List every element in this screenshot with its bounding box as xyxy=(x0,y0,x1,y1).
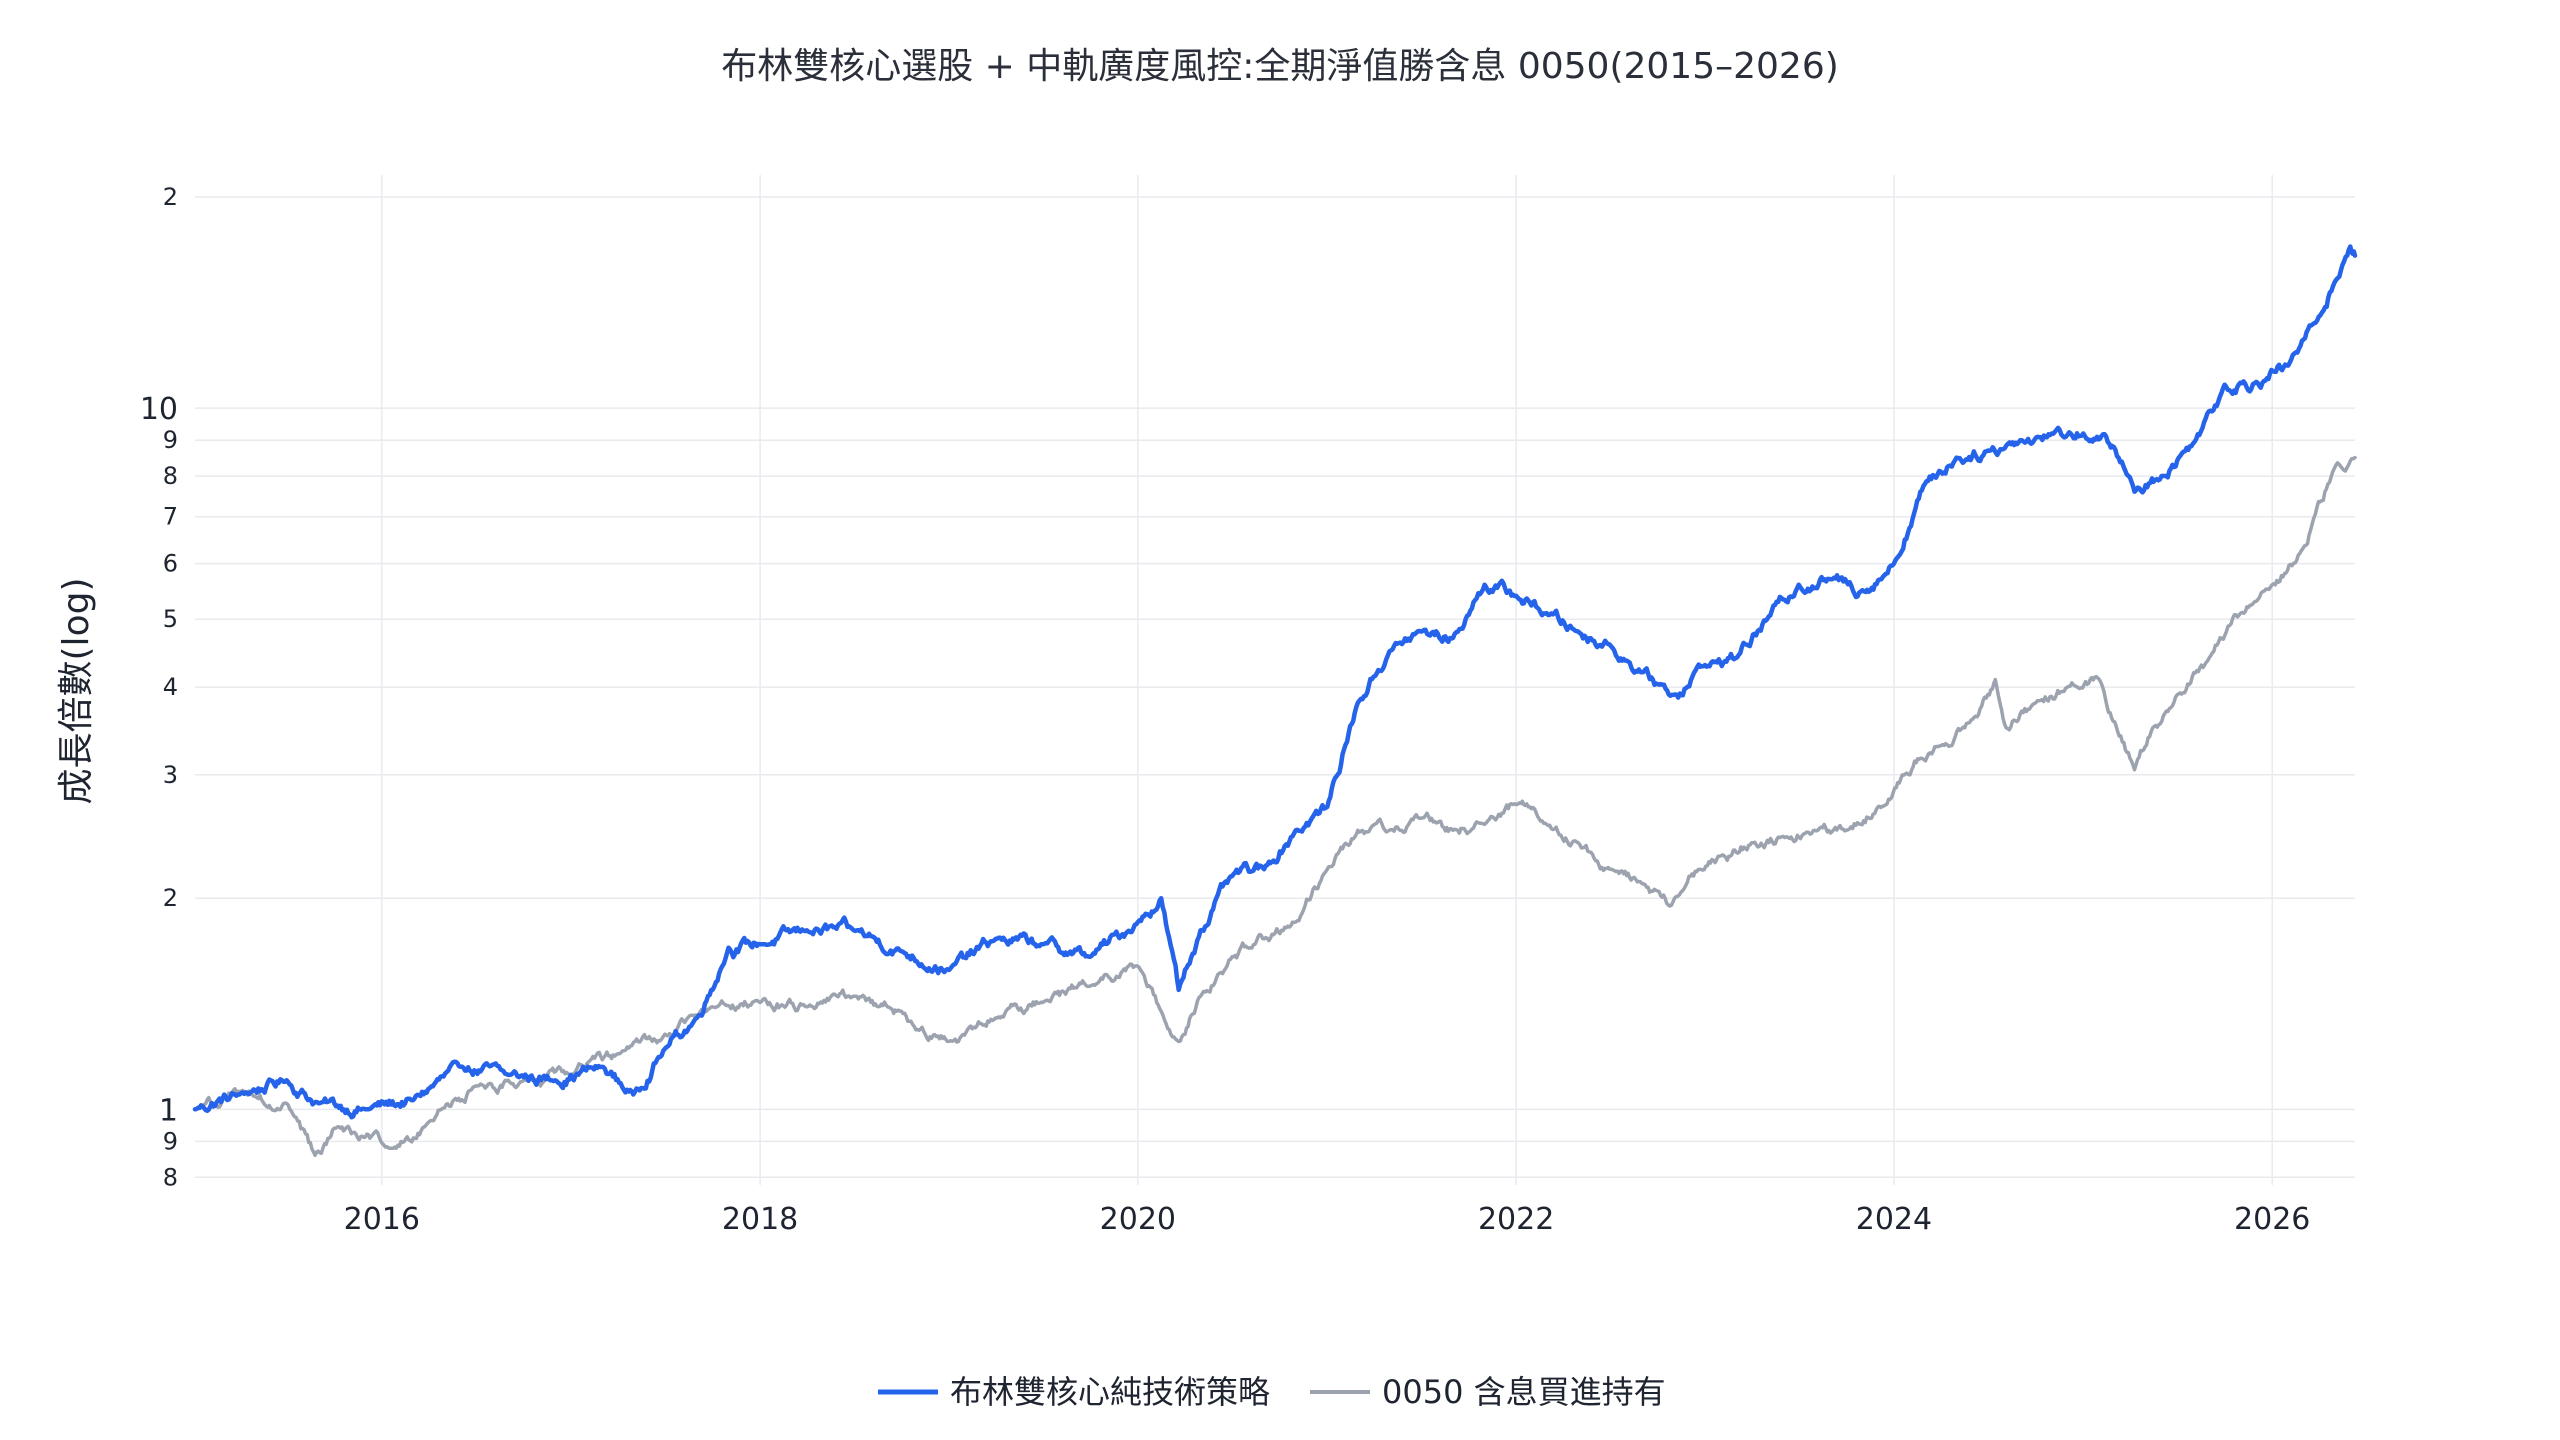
legend-item-0050[interactable]: 0050 含息買進持有 xyxy=(1310,1373,1666,1411)
legend-item-strategy[interactable]: 布林雙核心純技術策略 xyxy=(878,1373,1270,1411)
y-tick-label: 3 xyxy=(163,761,178,789)
y-tick-label: 1 xyxy=(159,1093,178,1128)
series-line-strategy xyxy=(192,244,2358,1120)
series-line-0050 xyxy=(193,455,2357,1158)
x-tick-label: 2016 xyxy=(344,1202,420,1237)
y-axis-label: 成長倍數(log) xyxy=(56,578,97,805)
legend-label-0050: 0050 含息買進持有 xyxy=(1382,1373,1666,1411)
x-tick-label: 2018 xyxy=(722,1202,798,1237)
y-tick-label: 10 xyxy=(140,392,178,427)
y-tick-label: 6 xyxy=(163,550,178,578)
y-tick-label: 8 xyxy=(163,462,178,490)
y-tick-label: 9 xyxy=(163,1127,178,1155)
y-tick-label: 4 xyxy=(163,673,178,701)
y-tick-label: 2 xyxy=(163,884,178,912)
x-tick-label: 2020 xyxy=(1100,1202,1176,1237)
legend[interactable]: 布林雙核心純技術策略 0050 含息買進持有 xyxy=(878,1373,1666,1411)
x-tick-label: 2022 xyxy=(1478,1202,1554,1237)
series-lines xyxy=(192,244,2358,1158)
x-axis-ticks: 2016 2018 2020 2022 2024 2026 xyxy=(344,1202,2311,1237)
chart-title: 布林雙核心選股 + 中軌廣度風控:全期淨值勝含息 0050(2015–2026) xyxy=(721,46,1839,87)
legend-label-strategy: 布林雙核心純技術策略 xyxy=(950,1373,1270,1411)
y-tick-label: 5 xyxy=(163,605,178,633)
x-tick-label: 2026 xyxy=(2234,1202,2310,1237)
y-tick-label: 8 xyxy=(163,1163,178,1191)
gridlines xyxy=(195,175,2355,1185)
y-tick-label: 2 xyxy=(163,183,178,211)
x-tick-label: 2024 xyxy=(1856,1202,1932,1237)
y-tick-label: 9 xyxy=(163,426,178,454)
y-tick-label: 7 xyxy=(163,503,178,531)
